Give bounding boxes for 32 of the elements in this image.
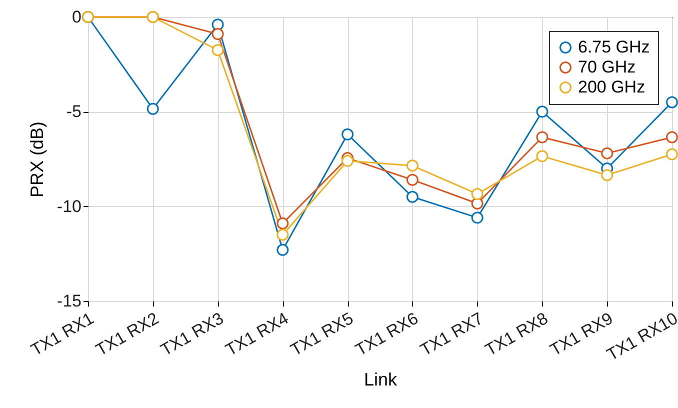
point bbox=[212, 28, 224, 40]
legend-label: 200 GHz bbox=[578, 78, 646, 96]
point bbox=[536, 106, 548, 118]
y-tick-label: -10 bbox=[56, 196, 82, 216]
point bbox=[406, 190, 418, 203]
point bbox=[471, 188, 484, 200]
point bbox=[666, 148, 678, 160]
legend-label: 6.75 GHz bbox=[578, 38, 650, 56]
point bbox=[666, 96, 678, 108]
y-axis-title: PRX (dB) bbox=[26, 121, 47, 198]
legend-label: 70 GHz bbox=[578, 58, 636, 76]
point bbox=[601, 147, 614, 160]
point bbox=[146, 102, 159, 115]
point bbox=[212, 18, 224, 31]
y-tick-label: -5 bbox=[66, 102, 82, 122]
x-axis-title: Link bbox=[364, 370, 398, 390]
y-tick-label: 0 bbox=[72, 8, 82, 26]
point bbox=[276, 228, 289, 241]
point bbox=[406, 160, 418, 172]
point bbox=[471, 212, 484, 224]
point bbox=[276, 244, 289, 256]
point bbox=[406, 174, 418, 186]
point bbox=[276, 217, 289, 230]
point bbox=[212, 44, 224, 56]
point bbox=[601, 169, 614, 182]
point bbox=[666, 131, 678, 144]
point bbox=[342, 154, 354, 167]
point bbox=[536, 150, 548, 162]
point bbox=[342, 128, 354, 140]
y-tick-label: -15 bbox=[56, 292, 82, 310]
point bbox=[536, 131, 548, 144]
point bbox=[471, 198, 484, 210]
